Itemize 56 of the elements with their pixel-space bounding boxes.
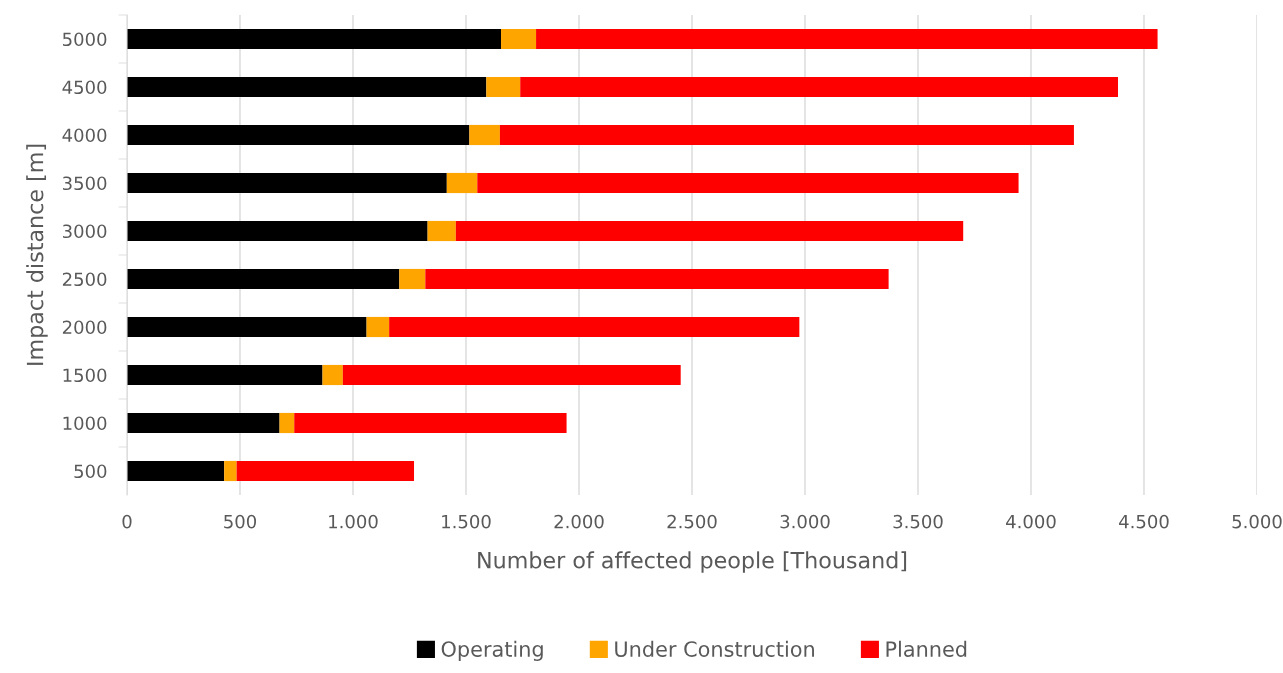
bar <box>294 412 567 434</box>
bar <box>224 460 237 482</box>
y-axis-title: Impact distance [m] <box>26 144 48 365</box>
bar <box>520 76 1119 98</box>
y-tick-label: 5000 <box>63 32 107 47</box>
y-tick-label: 3000 <box>62 224 107 239</box>
bar <box>279 412 295 434</box>
x-tick-label: 4.000 <box>1006 514 1056 529</box>
y-tick-label: 2000 <box>62 320 107 335</box>
bar <box>127 316 367 338</box>
bar <box>446 172 478 194</box>
bar <box>322 364 343 386</box>
x-tick-label: 500 <box>224 514 257 529</box>
x-axis-title: Number of affected people [Thousand] <box>478 551 907 573</box>
bar <box>469 124 500 146</box>
y-tick-label: 4000 <box>62 128 107 143</box>
bar <box>236 460 415 482</box>
bar <box>127 172 447 194</box>
y-tick-label: 1500 <box>63 368 107 383</box>
y-tick-label: 500 <box>74 464 107 479</box>
bar <box>127 220 428 242</box>
bar <box>127 268 400 290</box>
legend-label: Planned <box>886 640 967 657</box>
bar <box>127 460 225 482</box>
x-tick-label: 4.500 <box>1119 514 1169 529</box>
y-tick-label: 3500 <box>62 176 107 191</box>
bar <box>455 220 964 242</box>
bar <box>477 172 1019 194</box>
x-tick-label: 1.000 <box>329 514 378 529</box>
bar <box>127 124 470 146</box>
bar <box>389 316 800 338</box>
x-tick-label: 3.000 <box>780 514 830 529</box>
legend-label: Operating <box>441 640 543 661</box>
bar <box>399 268 426 290</box>
x-tick-label: 3.500 <box>893 514 943 529</box>
bar <box>127 412 280 434</box>
y-tick-label: 2500 <box>62 272 107 287</box>
bar <box>127 76 487 98</box>
x-tick-label: 1.500 <box>442 514 491 529</box>
x-tick-label: 2.000 <box>554 514 604 529</box>
x-tick-label: 2.500 <box>667 514 717 529</box>
bar <box>342 364 681 386</box>
bar <box>425 268 889 290</box>
legend-label: Under Construction <box>615 640 814 657</box>
bar <box>427 220 456 242</box>
x-tick-label: 5.000 <box>1232 514 1282 529</box>
bar <box>127 364 323 386</box>
bar <box>499 124 1074 146</box>
bar <box>501 28 537 50</box>
bar <box>366 316 390 338</box>
bar <box>127 28 502 50</box>
y-tick-label: 1000 <box>63 416 107 431</box>
y-tick-label: 4500 <box>62 80 107 95</box>
bar <box>536 28 1158 50</box>
bar <box>486 76 521 98</box>
x-tick-label: 0 <box>122 514 132 529</box>
